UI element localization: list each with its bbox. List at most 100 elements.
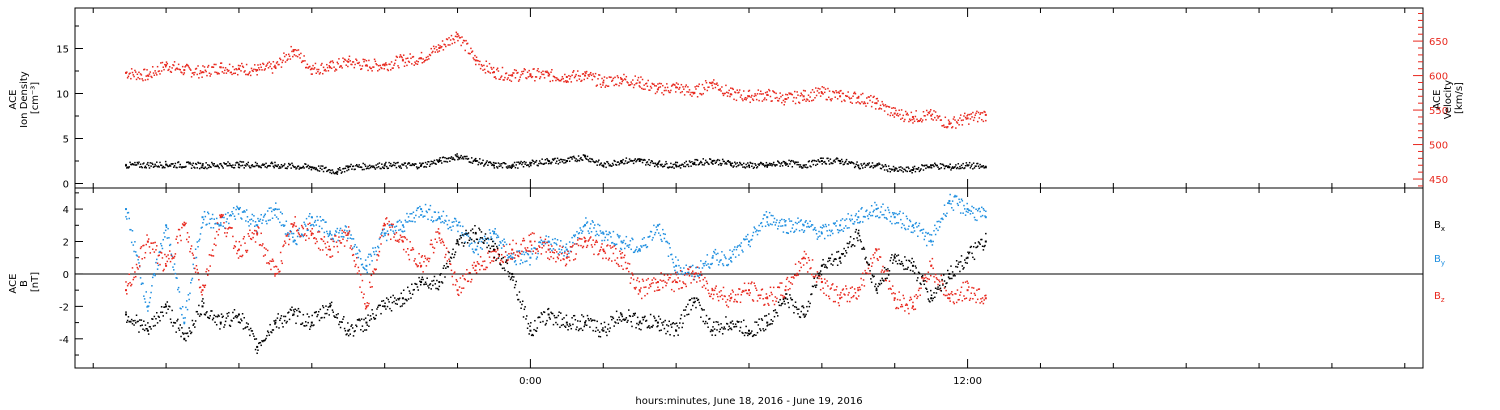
velocity-point bbox=[471, 50, 474, 52]
velocity-point bbox=[760, 93, 763, 95]
by-point bbox=[139, 265, 141, 268]
density-point bbox=[585, 157, 587, 160]
density-point bbox=[789, 163, 791, 165]
velocity-point bbox=[291, 50, 293, 53]
by-point bbox=[739, 245, 742, 248]
bx-point bbox=[188, 327, 190, 329]
density-point bbox=[292, 164, 294, 167]
density-point bbox=[244, 164, 246, 167]
density-point bbox=[500, 165, 502, 167]
density-point bbox=[817, 159, 819, 161]
by-point bbox=[926, 232, 929, 235]
density-point bbox=[317, 169, 319, 172]
by-data-point bbox=[201, 216, 204, 219]
velocity-point bbox=[383, 68, 386, 70]
velocity-point bbox=[726, 95, 729, 97]
velocity-point bbox=[635, 82, 637, 85]
velocity-point bbox=[735, 99, 738, 102]
density-point bbox=[467, 157, 470, 160]
bx-point bbox=[430, 288, 432, 290]
density-point bbox=[804, 166, 807, 168]
by-point bbox=[235, 208, 237, 211]
by-point bbox=[275, 216, 278, 218]
by-point bbox=[930, 239, 932, 242]
velocity-tick-label: 650 bbox=[1429, 37, 1448, 48]
by-point bbox=[135, 254, 138, 256]
velocity-point bbox=[652, 83, 654, 86]
by-point bbox=[339, 227, 342, 230]
by-point bbox=[893, 212, 896, 214]
by-point bbox=[181, 313, 183, 316]
bz-point bbox=[157, 254, 160, 257]
density-point bbox=[554, 157, 556, 160]
bz-data-point bbox=[839, 297, 842, 300]
bz-point bbox=[592, 239, 594, 241]
density-point bbox=[126, 166, 129, 168]
density-point bbox=[879, 167, 882, 170]
velocity-point bbox=[670, 85, 673, 87]
velocity-point bbox=[938, 115, 941, 117]
by-point bbox=[766, 221, 768, 223]
velocity-point bbox=[674, 91, 677, 93]
bz-point bbox=[545, 251, 547, 253]
density-point bbox=[504, 163, 507, 165]
by-point bbox=[604, 236, 607, 239]
bz-point bbox=[815, 281, 818, 283]
density-point bbox=[903, 168, 905, 171]
bx-point bbox=[391, 301, 394, 304]
density-point bbox=[925, 167, 927, 170]
velocity-point bbox=[154, 70, 156, 72]
density-point bbox=[503, 161, 505, 164]
by-point bbox=[872, 211, 875, 213]
by-point bbox=[976, 209, 979, 212]
by-point bbox=[825, 225, 828, 228]
bx-point bbox=[194, 320, 197, 322]
velocity-data-point bbox=[656, 88, 659, 91]
velocity-point bbox=[572, 71, 574, 74]
by-point bbox=[565, 243, 568, 245]
by-point bbox=[355, 246, 358, 248]
density-point bbox=[474, 158, 476, 161]
velocity-point bbox=[591, 78, 594, 81]
by-point bbox=[564, 250, 566, 253]
density-point bbox=[613, 159, 615, 162]
velocity-point bbox=[964, 112, 966, 115]
bx-point bbox=[140, 319, 143, 321]
velocity-point bbox=[803, 98, 806, 101]
velocity-point bbox=[597, 78, 599, 80]
density-point bbox=[288, 164, 291, 166]
bz-point bbox=[342, 238, 344, 240]
by-point bbox=[890, 215, 892, 218]
density-point bbox=[178, 166, 181, 168]
velocity-point bbox=[566, 80, 568, 82]
by-point bbox=[185, 306, 187, 309]
by-point bbox=[191, 277, 194, 280]
density-point bbox=[776, 164, 778, 166]
bz-point bbox=[692, 278, 695, 281]
by-point bbox=[335, 231, 338, 233]
density-point bbox=[846, 163, 849, 165]
velocity-point bbox=[615, 83, 617, 86]
bz-point bbox=[912, 301, 914, 304]
density-point bbox=[449, 160, 451, 162]
velocity-point bbox=[625, 75, 628, 78]
velocity-data-point bbox=[492, 71, 495, 74]
velocity-point bbox=[606, 77, 608, 79]
density-point bbox=[537, 164, 539, 167]
velocity-point bbox=[544, 70, 547, 73]
bz-point bbox=[965, 297, 968, 300]
velocity-point bbox=[708, 81, 711, 84]
by-data-point bbox=[911, 224, 914, 227]
density-point bbox=[749, 161, 751, 164]
bz-point bbox=[237, 257, 240, 259]
density-point bbox=[166, 164, 169, 167]
by-point bbox=[233, 215, 236, 218]
density-point bbox=[522, 165, 525, 168]
density-point bbox=[281, 166, 284, 168]
velocity-point bbox=[817, 87, 819, 90]
density-point bbox=[483, 163, 486, 166]
bz-point bbox=[612, 252, 615, 255]
bz-point bbox=[740, 293, 743, 296]
by-point bbox=[522, 251, 525, 253]
density-point bbox=[751, 165, 753, 168]
